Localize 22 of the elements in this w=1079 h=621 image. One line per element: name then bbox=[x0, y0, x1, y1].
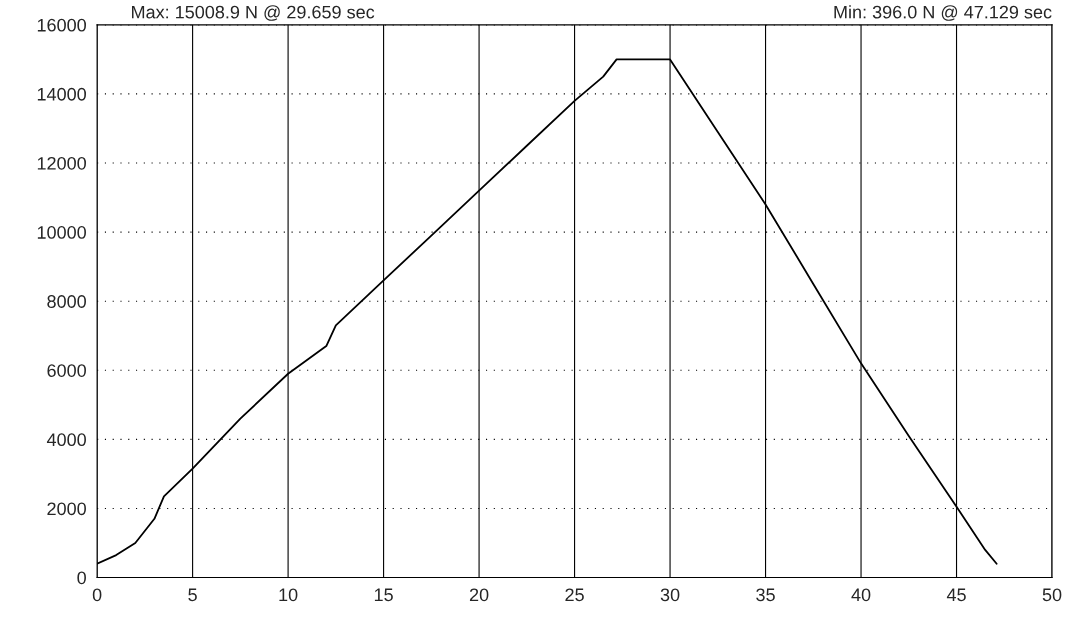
text: Max: 15008.9 N @ 29.659 sec bbox=[132, 5, 375, 21]
x-tick-label: 15 bbox=[374, 588, 393, 602]
y-tick-label: 16000 bbox=[37, 18, 86, 32]
x-tick-label: 5 bbox=[188, 588, 197, 602]
y-tick-label: 12000 bbox=[37, 156, 86, 170]
x-tick-label: 45 bbox=[946, 588, 966, 602]
x-tick-label: 50 bbox=[1042, 588, 1062, 602]
x-tick-label: 30 bbox=[660, 588, 680, 602]
x-tick-label: 0 bbox=[92, 588, 102, 602]
x-tick-label: 40 bbox=[851, 588, 871, 602]
y-tick-label: 8000 bbox=[47, 295, 86, 308]
y-tick-label: 14000 bbox=[37, 87, 86, 101]
text: Min: 396.0 N @ 47.129 sec bbox=[834, 5, 1052, 21]
y-tick-label: 2000 bbox=[47, 502, 86, 516]
x-tick-label: 10 bbox=[279, 588, 298, 602]
y-tick-label: 0 bbox=[77, 571, 86, 585]
x-tick-label: 20 bbox=[469, 588, 489, 602]
x-tick-label: 35 bbox=[756, 588, 775, 602]
y-tick-label: 6000 bbox=[47, 364, 86, 377]
x-tick-label: 25 bbox=[565, 588, 584, 602]
y-tick-label: 10000 bbox=[37, 226, 86, 239]
y-tick-label: 4000 bbox=[46, 433, 86, 447]
